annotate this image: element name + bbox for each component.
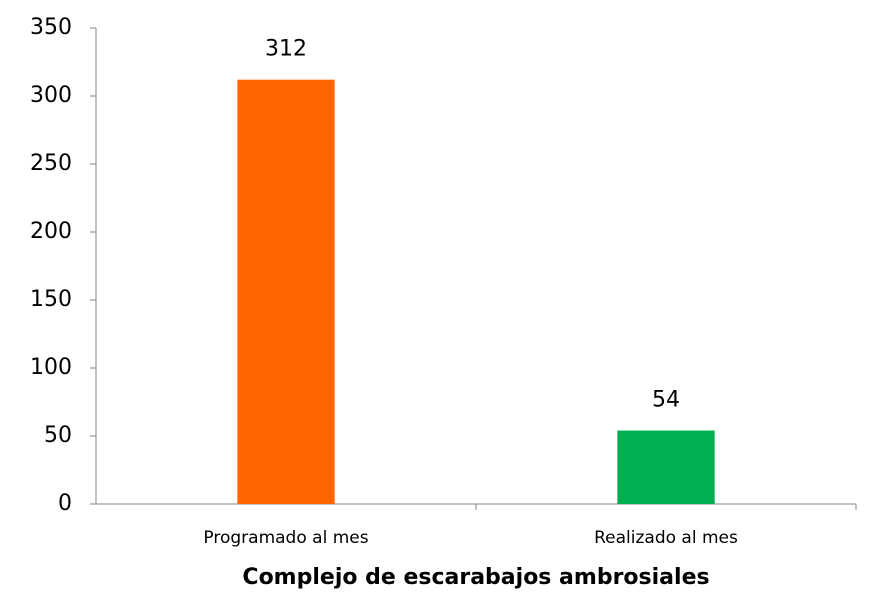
y-tick-label: 200 — [30, 219, 72, 244]
y-tick-label: 350 — [30, 15, 72, 40]
y-tick-label: 150 — [30, 287, 72, 312]
data-label: 54 — [652, 388, 680, 413]
bar — [617, 430, 715, 504]
y-tick-label: 250 — [30, 151, 72, 176]
x-tick-label: Programado al mes — [203, 528, 368, 548]
x-axis-title: Complejo de escarabajos ambrosiales — [242, 565, 709, 590]
x-tick-label: Realizado al mes — [594, 528, 738, 548]
y-tick-label: 300 — [30, 83, 72, 108]
bar — [237, 79, 335, 505]
data-label: 312 — [265, 37, 307, 62]
y-tick-label: 0 — [58, 491, 72, 516]
y-tick-label: 100 — [30, 355, 72, 380]
y-tick-label: 50 — [44, 423, 72, 448]
